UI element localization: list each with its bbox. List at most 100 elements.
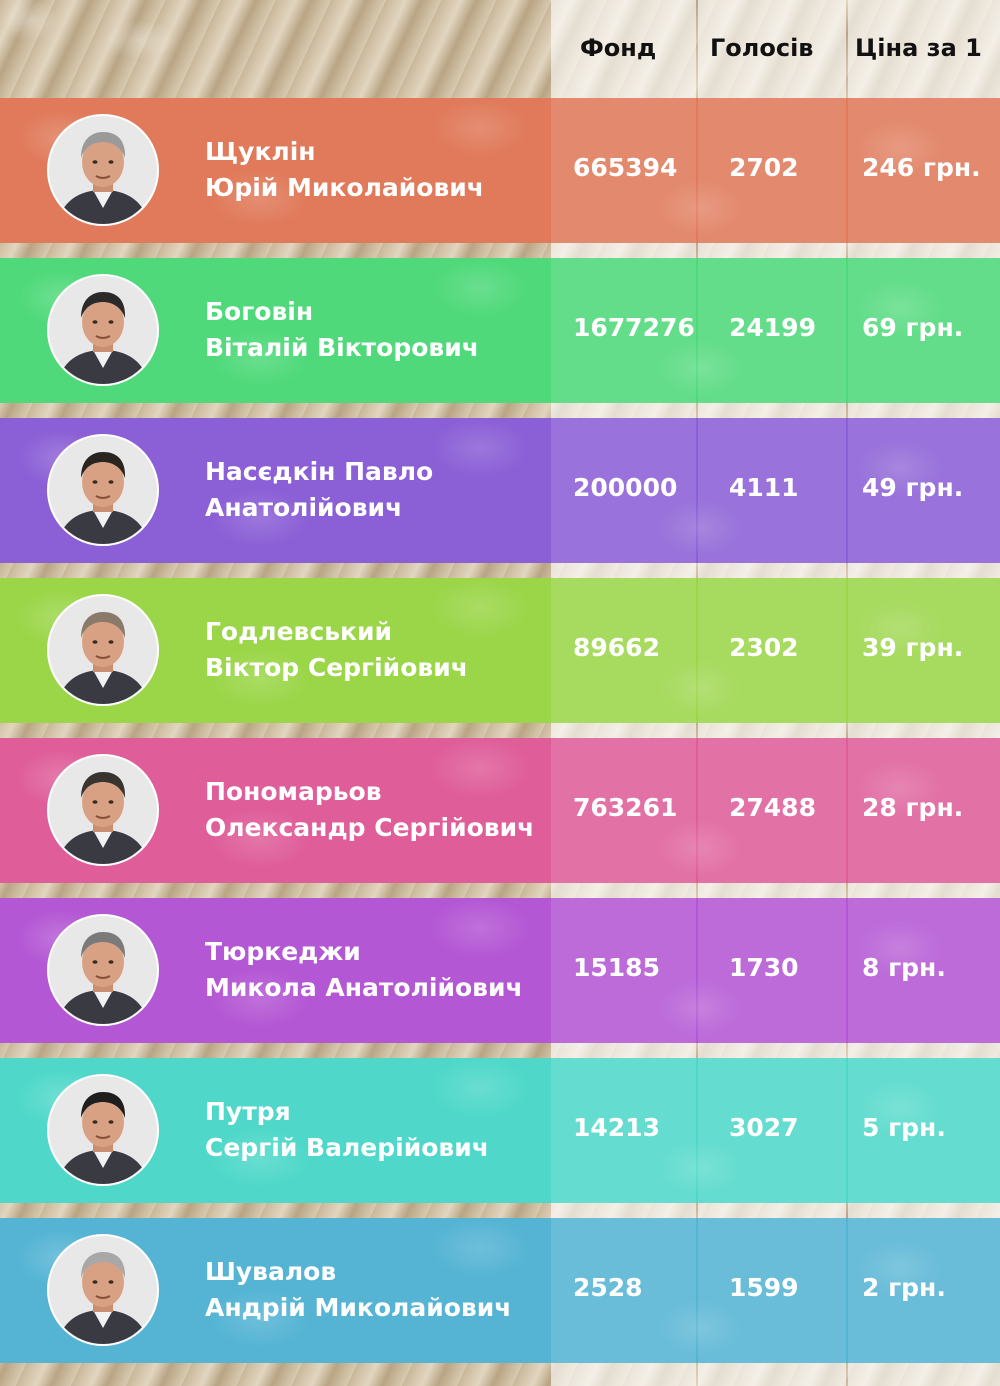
candidate-name: Годлевський Віктор Сергійович — [205, 614, 555, 686]
table-row: Шувалов Андрій Миколайович 2528 1599 2 г… — [0, 1218, 1000, 1363]
candidate-name-line-2: Анатолійович — [205, 493, 403, 522]
row-fund-column-tint — [551, 578, 696, 723]
row-background — [0, 578, 1000, 723]
candidate-name-line-1: Насєдкін Павло — [205, 457, 434, 486]
row-fund-column-tint — [551, 418, 696, 563]
header-price-per-one: Ціна за 1 — [855, 34, 982, 62]
votes-value: 2302 — [729, 633, 799, 662]
fund-value: 14213 — [573, 1113, 660, 1142]
row-votes-column-tint — [698, 418, 846, 563]
person-portrait-icon — [49, 916, 157, 1024]
candidate-photo — [47, 594, 159, 706]
row-votes-column-tint — [698, 738, 846, 883]
candidate-photo — [47, 1234, 159, 1346]
fund-value: 665394 — [573, 153, 678, 182]
row-votes-column-tint — [698, 578, 846, 723]
row-price-column-tint — [848, 1218, 1000, 1363]
person-portrait-icon — [49, 436, 157, 544]
row-background — [0, 1218, 1000, 1363]
votes-value: 24199 — [729, 313, 816, 342]
candidate-name-line-2: Микола Анатолійович — [205, 973, 523, 1002]
candidate-name-line-2: Олександр Сергійович — [205, 813, 535, 842]
candidate-name-line-1: Шувалов — [205, 1257, 337, 1286]
price-value: 8 грн. — [862, 953, 946, 982]
row-price-column-tint — [848, 578, 1000, 723]
fund-value: 763261 — [573, 793, 678, 822]
table-row: Путря Сергій Валерійович 14213 3027 5 гр… — [0, 1058, 1000, 1203]
candidate-name: Боговін Віталій Вікторович — [205, 294, 555, 366]
row-price-column-tint — [848, 98, 1000, 243]
row-price-column-tint — [848, 898, 1000, 1043]
price-value: 28 грн. — [862, 793, 964, 822]
price-value: 39 грн. — [862, 633, 964, 662]
candidate-name-line-2: Юрій Миколайович — [205, 173, 484, 202]
row-votes-column-tint — [698, 1218, 846, 1363]
table-row: Боговін Віталій Вікторович 1677276 24199… — [0, 258, 1000, 403]
price-value: 69 грн. — [862, 313, 964, 342]
person-portrait-icon — [49, 756, 157, 864]
table-row: Насєдкін Павло Анатолійович 200000 4111 … — [0, 418, 1000, 563]
price-value: 246 грн. — [862, 153, 981, 182]
candidate-name-line-1: Путря — [205, 1097, 291, 1126]
row-background — [0, 98, 1000, 243]
table-row: Щуклін Юрій Миколайович 665394 2702 246 … — [0, 98, 1000, 243]
table-row: Тюркеджи Микола Анатолійович 15185 1730 … — [0, 898, 1000, 1043]
candidate-name-line-1: Боговін — [205, 297, 314, 326]
price-value: 2 грн. — [862, 1273, 946, 1302]
candidate-name-line-2: Андрій Миколайович — [205, 1293, 512, 1322]
votes-value: 2702 — [729, 153, 799, 182]
person-portrait-icon — [49, 1236, 157, 1344]
fund-value: 1677276 — [573, 313, 695, 342]
table-header: Фонд Голосів Ціна за 1 — [0, 0, 1000, 98]
row-votes-column-tint — [698, 1058, 846, 1203]
row-price-column-tint — [848, 418, 1000, 563]
person-portrait-icon — [49, 276, 157, 384]
candidate-name-line-2: Віталій Вікторович — [205, 333, 479, 362]
row-background — [0, 738, 1000, 883]
candidate-name: Шувалов Андрій Миколайович — [205, 1254, 555, 1326]
row-background — [0, 418, 1000, 563]
candidate-name-line-1: Тюркеджи — [205, 937, 361, 966]
candidate-name-line-2: Віктор Сергійович — [205, 653, 468, 682]
header-votes: Голосів — [710, 34, 814, 62]
candidate-name-line-1: Пономарьов — [205, 777, 382, 806]
fund-value: 2528 — [573, 1273, 643, 1302]
row-background — [0, 1058, 1000, 1203]
person-portrait-icon — [49, 596, 157, 704]
candidate-name: Щуклін Юрій Миколайович — [205, 134, 555, 206]
candidate-name: Тюркеджи Микола Анатолійович — [205, 934, 555, 1006]
price-value: 5 грн. — [862, 1113, 946, 1142]
row-fund-column-tint — [551, 1218, 696, 1363]
row-price-column-tint — [848, 738, 1000, 883]
candidate-photo — [47, 754, 159, 866]
row-background — [0, 898, 1000, 1043]
row-fund-column-tint — [551, 898, 696, 1043]
row-background — [0, 258, 1000, 403]
fund-value: 200000 — [573, 473, 678, 502]
candidate-name-line-1: Годлевський — [205, 617, 393, 646]
candidate-name: Насєдкін Павло Анатолійович — [205, 454, 555, 526]
row-fund-column-tint — [551, 1058, 696, 1203]
candidate-photo — [47, 434, 159, 546]
table-row: Годлевський Віктор Сергійович 89662 2302… — [0, 578, 1000, 723]
row-votes-column-tint — [698, 258, 846, 403]
row-votes-column-tint — [698, 898, 846, 1043]
row-price-column-tint — [848, 1058, 1000, 1203]
candidate-name: Пономарьов Олександр Сергійович — [205, 774, 555, 846]
person-portrait-icon — [49, 1076, 157, 1184]
header-fund: Фонд — [580, 34, 657, 62]
candidate-name: Путря Сергій Валерійович — [205, 1094, 555, 1166]
price-value: 49 грн. — [862, 473, 964, 502]
candidate-photo — [47, 114, 159, 226]
votes-value: 27488 — [729, 793, 816, 822]
fund-value: 89662 — [573, 633, 660, 662]
candidate-photo — [47, 914, 159, 1026]
table-row: Пономарьов Олександр Сергійович 763261 2… — [0, 738, 1000, 883]
candidate-name-line-2: Сергій Валерійович — [205, 1133, 489, 1162]
row-fund-column-tint — [551, 98, 696, 243]
candidate-photo — [47, 274, 159, 386]
candidate-photo — [47, 1074, 159, 1186]
row-votes-column-tint — [698, 98, 846, 243]
fund-value: 15185 — [573, 953, 660, 982]
votes-value: 1599 — [729, 1273, 799, 1302]
